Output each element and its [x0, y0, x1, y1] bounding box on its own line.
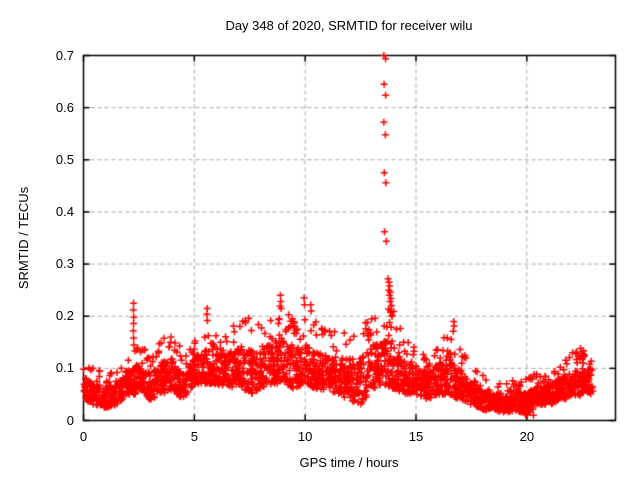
y-tick-label: 0.7	[55, 47, 74, 63]
x-tick-label: 5	[190, 429, 198, 444]
y-tick-label: 0.5	[55, 151, 74, 167]
y-tick-label: 0.4	[55, 203, 74, 219]
x-axis-label: GPS time / hours	[299, 455, 399, 470]
chart-title: Day 348 of 2020, SRMTID for receiver wil…	[225, 18, 473, 33]
y-tick-label: 0.2	[55, 308, 74, 324]
x-tick-label: 0	[79, 429, 88, 444]
y-tick-label: 0.3	[55, 256, 74, 272]
x-tick-label: 20	[519, 429, 535, 444]
x-tick-label: 10	[297, 429, 313, 444]
y-tick-label: 0.1	[55, 360, 74, 376]
y-tick-label: 0.6	[55, 99, 74, 115]
x-tick-label: 15	[408, 429, 424, 444]
y-tick-label: 0	[66, 412, 74, 428]
